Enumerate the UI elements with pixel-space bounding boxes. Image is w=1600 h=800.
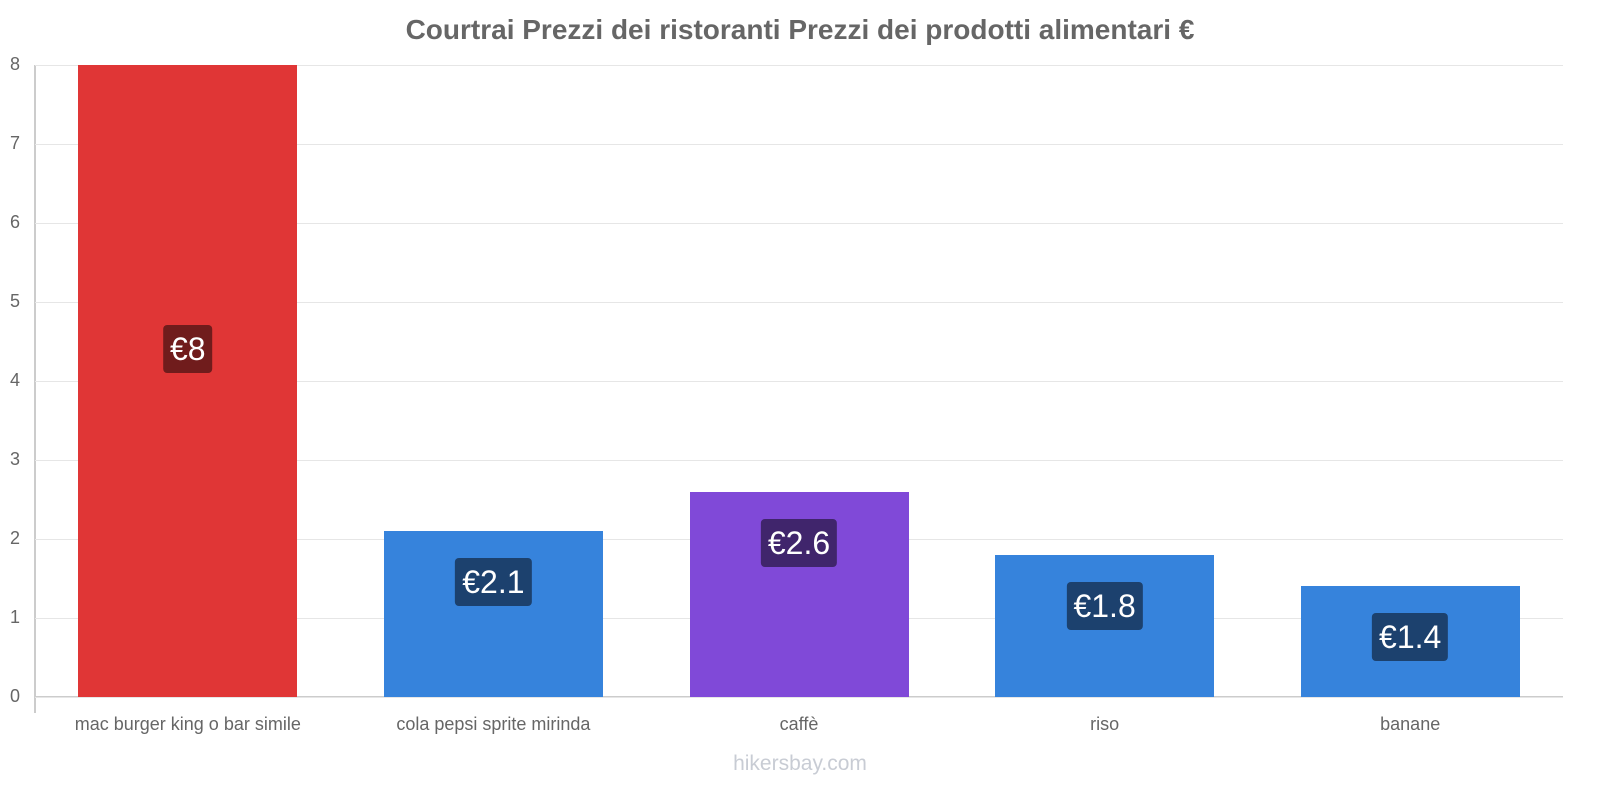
x-category-label: banane xyxy=(1380,714,1441,734)
gridline xyxy=(35,697,1563,698)
bar-value-label: €1.8 xyxy=(1066,581,1143,630)
bar[interactable] xyxy=(383,531,603,697)
x-category-label: mac burger king o bar simile xyxy=(74,714,301,734)
y-axis-line xyxy=(34,65,36,713)
chart-title: Courtrai Prezzi dei ristoranti Prezzi de… xyxy=(405,14,1195,45)
bar-value-label: €1.4 xyxy=(1372,613,1449,662)
y-tick-label: 3 xyxy=(9,449,20,469)
y-tick-label: 4 xyxy=(9,370,20,390)
y-tick-label: 8 xyxy=(9,54,20,74)
x-category-label: cola pepsi sprite mirinda xyxy=(396,714,591,734)
bar-value-label: €2.6 xyxy=(760,518,838,567)
gridline xyxy=(35,223,1563,224)
watermark: hikersbay.com xyxy=(733,752,867,775)
bar-value-label: €2.1 xyxy=(455,558,532,607)
bar[interactable] xyxy=(78,65,298,697)
y-tick-label: 7 xyxy=(9,133,20,153)
x-category-label: riso xyxy=(1090,714,1120,734)
gridline xyxy=(35,381,1563,382)
gridline xyxy=(35,302,1563,303)
y-tick-label: 5 xyxy=(9,291,20,311)
gridline xyxy=(35,460,1563,461)
gridline xyxy=(35,65,1563,66)
x-category-label: caffè xyxy=(779,714,819,734)
gridline xyxy=(35,144,1563,145)
bar-value-label: €8 xyxy=(163,325,213,373)
y-tick-label: 0 xyxy=(9,686,20,706)
y-tick-label: 2 xyxy=(9,528,20,548)
y-tick-label: 1 xyxy=(9,607,20,627)
y-tick-label: 6 xyxy=(9,212,20,232)
